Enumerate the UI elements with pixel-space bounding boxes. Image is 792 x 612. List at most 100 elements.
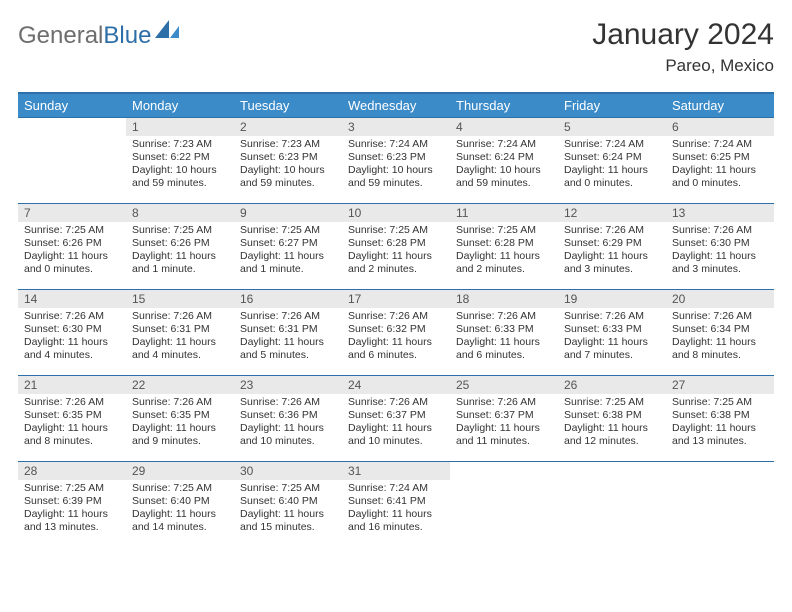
sunset-text: Sunset: 6:34 PM (672, 323, 768, 336)
day-number: 10 (342, 204, 450, 222)
sunset-text: Sunset: 6:40 PM (240, 495, 336, 508)
sunrise-text: Sunrise: 7:25 AM (564, 396, 660, 409)
day-body: Sunrise: 7:23 AMSunset: 6:23 PMDaylight:… (234, 136, 342, 195)
daylight-text: Daylight: 11 hours and 9 minutes. (132, 422, 228, 448)
sunset-text: Sunset: 6:30 PM (672, 237, 768, 250)
day-body: Sunrise: 7:25 AMSunset: 6:26 PMDaylight:… (126, 222, 234, 281)
daylight-text: Daylight: 11 hours and 10 minutes. (240, 422, 336, 448)
sunrise-text: Sunrise: 7:24 AM (672, 138, 768, 151)
sunrise-text: Sunrise: 7:26 AM (24, 396, 120, 409)
daylight-text: Daylight: 11 hours and 2 minutes. (348, 250, 444, 276)
sunrise-text: Sunrise: 7:26 AM (456, 396, 552, 409)
day-body: Sunrise: 7:26 AMSunset: 6:35 PMDaylight:… (18, 394, 126, 453)
day-body: Sunrise: 7:24 AMSunset: 6:23 PMDaylight:… (342, 136, 450, 195)
sunset-text: Sunset: 6:27 PM (240, 237, 336, 250)
daylight-text: Daylight: 11 hours and 3 minutes. (672, 250, 768, 276)
weekday-header: Friday (558, 93, 666, 118)
day-number: 29 (126, 462, 234, 480)
daylight-text: Daylight: 11 hours and 0 minutes. (564, 164, 660, 190)
daylight-text: Daylight: 11 hours and 11 minutes. (456, 422, 552, 448)
day-number: 1 (126, 118, 234, 136)
sunset-text: Sunset: 6:35 PM (132, 409, 228, 422)
daylight-text: Daylight: 11 hours and 4 minutes. (24, 336, 120, 362)
day-number: 16 (234, 290, 342, 308)
daylight-text: Daylight: 11 hours and 8 minutes. (24, 422, 120, 448)
sunrise-text: Sunrise: 7:25 AM (132, 482, 228, 495)
daylight-text: Daylight: 10 hours and 59 minutes. (456, 164, 552, 190)
daylight-text: Daylight: 10 hours and 59 minutes. (240, 164, 336, 190)
sunrise-text: Sunrise: 7:26 AM (672, 310, 768, 323)
day-number: 28 (18, 462, 126, 480)
day-number: 6 (666, 118, 774, 136)
sunset-text: Sunset: 6:26 PM (24, 237, 120, 250)
calendar-cell (558, 462, 666, 548)
day-body: Sunrise: 7:26 AMSunset: 6:30 PMDaylight:… (18, 308, 126, 367)
sunset-text: Sunset: 6:35 PM (24, 409, 120, 422)
calendar-cell: 15Sunrise: 7:26 AMSunset: 6:31 PMDayligh… (126, 290, 234, 376)
day-body: Sunrise: 7:26 AMSunset: 6:29 PMDaylight:… (558, 222, 666, 281)
day-number: 23 (234, 376, 342, 394)
sunrise-text: Sunrise: 7:26 AM (672, 224, 768, 237)
sunset-text: Sunset: 6:28 PM (348, 237, 444, 250)
sunrise-text: Sunrise: 7:26 AM (456, 310, 552, 323)
calendar-cell: 30Sunrise: 7:25 AMSunset: 6:40 PMDayligh… (234, 462, 342, 548)
calendar-cell: 17Sunrise: 7:26 AMSunset: 6:32 PMDayligh… (342, 290, 450, 376)
calendar-table: SundayMondayTuesdayWednesdayThursdayFrid… (18, 92, 774, 548)
calendar-cell: 11Sunrise: 7:25 AMSunset: 6:28 PMDayligh… (450, 204, 558, 290)
sunrise-text: Sunrise: 7:26 AM (564, 224, 660, 237)
logo-general: General (18, 22, 103, 49)
daylight-text: Daylight: 11 hours and 13 minutes. (672, 422, 768, 448)
weekday-row: SundayMondayTuesdayWednesdayThursdayFrid… (18, 93, 774, 118)
weekday-header: Sunday (18, 93, 126, 118)
day-number: 8 (126, 204, 234, 222)
calendar-week-row: 7Sunrise: 7:25 AMSunset: 6:26 PMDaylight… (18, 204, 774, 290)
day-body: Sunrise: 7:23 AMSunset: 6:22 PMDaylight:… (126, 136, 234, 195)
calendar-cell: 5Sunrise: 7:24 AMSunset: 6:24 PMDaylight… (558, 118, 666, 204)
daylight-text: Daylight: 11 hours and 13 minutes. (24, 508, 120, 534)
sunset-text: Sunset: 6:30 PM (24, 323, 120, 336)
calendar-cell: 26Sunrise: 7:25 AMSunset: 6:38 PMDayligh… (558, 376, 666, 462)
day-body: Sunrise: 7:25 AMSunset: 6:28 PMDaylight:… (450, 222, 558, 281)
sunrise-text: Sunrise: 7:26 AM (24, 310, 120, 323)
sunrise-text: Sunrise: 7:24 AM (348, 482, 444, 495)
sunset-text: Sunset: 6:39 PM (24, 495, 120, 508)
day-body: Sunrise: 7:26 AMSunset: 6:37 PMDaylight:… (342, 394, 450, 453)
calendar-cell: 12Sunrise: 7:26 AMSunset: 6:29 PMDayligh… (558, 204, 666, 290)
sunset-text: Sunset: 6:38 PM (564, 409, 660, 422)
sunset-text: Sunset: 6:29 PM (564, 237, 660, 250)
weekday-header: Thursday (450, 93, 558, 118)
calendar-week-row: 28Sunrise: 7:25 AMSunset: 6:39 PMDayligh… (18, 462, 774, 548)
calendar-cell: 28Sunrise: 7:25 AMSunset: 6:39 PMDayligh… (18, 462, 126, 548)
calendar-cell: 23Sunrise: 7:26 AMSunset: 6:36 PMDayligh… (234, 376, 342, 462)
day-body: Sunrise: 7:26 AMSunset: 6:31 PMDaylight:… (234, 308, 342, 367)
day-body: Sunrise: 7:26 AMSunset: 6:34 PMDaylight:… (666, 308, 774, 367)
day-number: 22 (126, 376, 234, 394)
logo-text: GeneralBlue (18, 22, 151, 50)
calendar-cell: 14Sunrise: 7:26 AMSunset: 6:30 PMDayligh… (18, 290, 126, 376)
calendar-cell: 6Sunrise: 7:24 AMSunset: 6:25 PMDaylight… (666, 118, 774, 204)
title-block: January 2024 Pareo, Mexico (592, 18, 774, 76)
day-number: 13 (666, 204, 774, 222)
daylight-text: Daylight: 11 hours and 5 minutes. (240, 336, 336, 362)
day-body: Sunrise: 7:26 AMSunset: 6:33 PMDaylight:… (450, 308, 558, 367)
sunset-text: Sunset: 6:25 PM (672, 151, 768, 164)
day-body: Sunrise: 7:24 AMSunset: 6:24 PMDaylight:… (558, 136, 666, 195)
day-number: 25 (450, 376, 558, 394)
daylight-text: Daylight: 10 hours and 59 minutes. (132, 164, 228, 190)
daylight-text: Daylight: 11 hours and 4 minutes. (132, 336, 228, 362)
calendar-week-row: 21Sunrise: 7:26 AMSunset: 6:35 PMDayligh… (18, 376, 774, 462)
sunset-text: Sunset: 6:26 PM (132, 237, 228, 250)
sunset-text: Sunset: 6:23 PM (240, 151, 336, 164)
sunrise-text: Sunrise: 7:24 AM (564, 138, 660, 151)
day-body: Sunrise: 7:24 AMSunset: 6:25 PMDaylight:… (666, 136, 774, 195)
sunrise-text: Sunrise: 7:26 AM (132, 310, 228, 323)
weekday-header: Tuesday (234, 93, 342, 118)
sunrise-text: Sunrise: 7:25 AM (132, 224, 228, 237)
day-body: Sunrise: 7:24 AMSunset: 6:41 PMDaylight:… (342, 480, 450, 539)
calendar-cell: 24Sunrise: 7:26 AMSunset: 6:37 PMDayligh… (342, 376, 450, 462)
sunset-text: Sunset: 6:28 PM (456, 237, 552, 250)
calendar-cell: 19Sunrise: 7:26 AMSunset: 6:33 PMDayligh… (558, 290, 666, 376)
calendar-cell: 29Sunrise: 7:25 AMSunset: 6:40 PMDayligh… (126, 462, 234, 548)
day-body: Sunrise: 7:26 AMSunset: 6:31 PMDaylight:… (126, 308, 234, 367)
daylight-text: Daylight: 11 hours and 16 minutes. (348, 508, 444, 534)
